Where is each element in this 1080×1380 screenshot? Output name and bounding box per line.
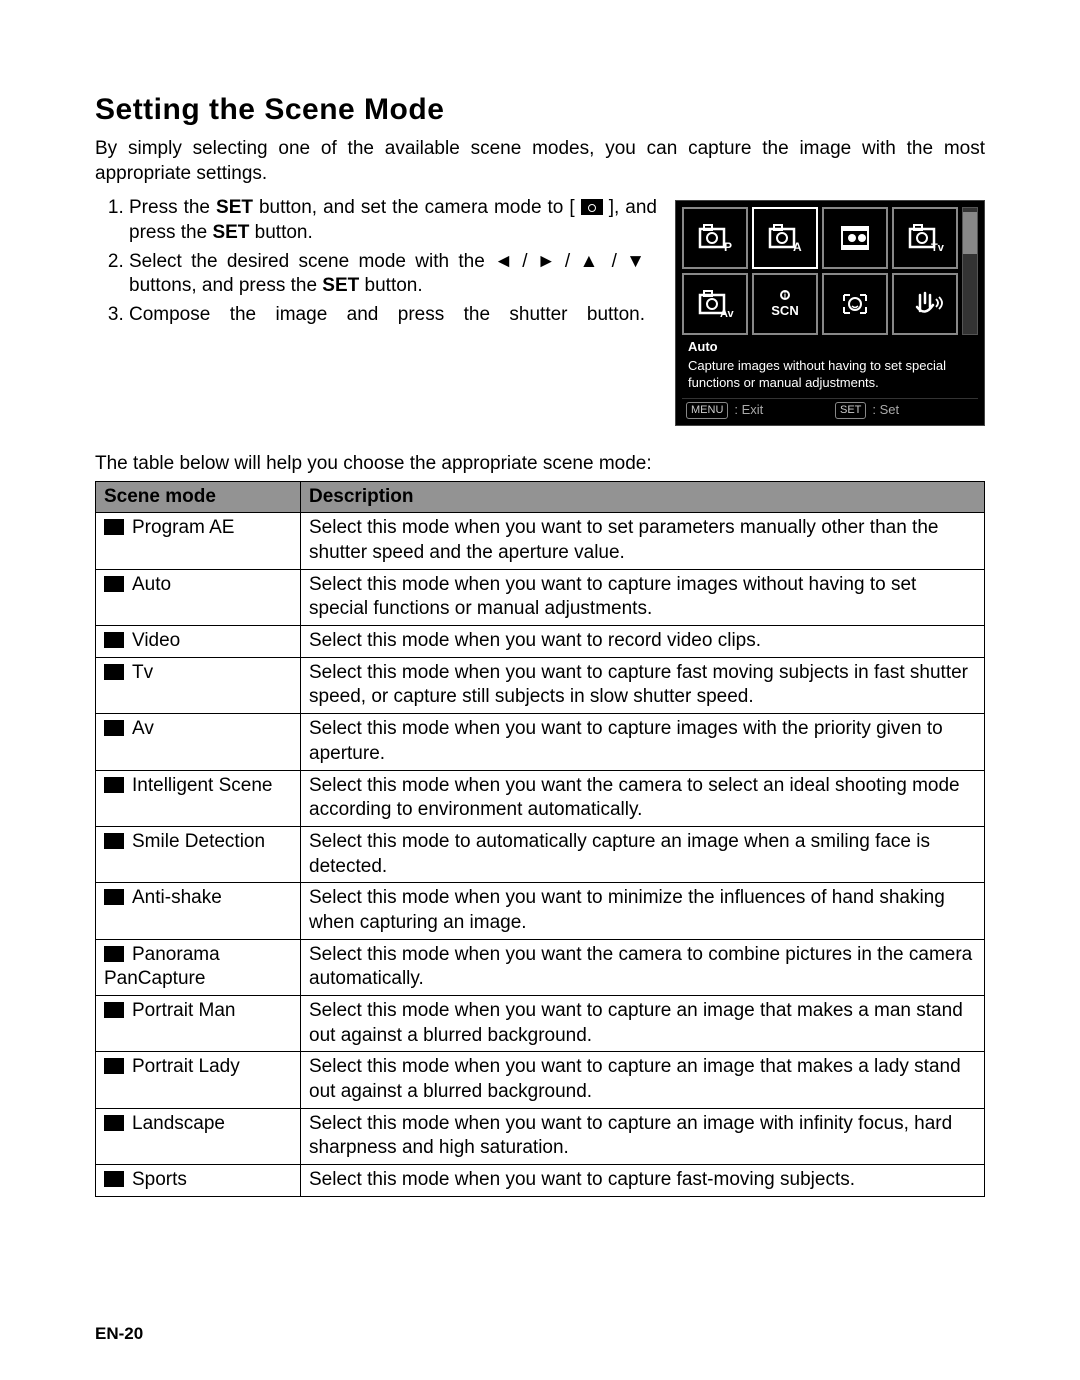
mode-iscene-icon: i SCN	[752, 273, 818, 335]
mode-cell: Intelligent Scene	[96, 770, 301, 826]
mode-name: Tv	[132, 662, 153, 683]
mode-row-icon	[104, 833, 124, 849]
mode-row-icon	[104, 576, 124, 592]
mode-name: Sports	[132, 1169, 187, 1190]
mode-desc: Select this mode when you want to captur…	[301, 569, 985, 625]
mode-cell: Video	[96, 626, 301, 658]
lcd-caption: Auto Capture images without having to se…	[682, 335, 978, 398]
mode-desc: Select this mode when you want to captur…	[301, 1108, 985, 1164]
lcd-scrollbar	[962, 207, 978, 335]
mode-row-icon	[104, 720, 124, 736]
mode-row-icon	[104, 946, 124, 962]
lcd-footer: MENU : Exit SET : Set	[682, 398, 978, 421]
intro-text: By simply selecting one of the available…	[95, 137, 985, 186]
mode-desc: Select this mode when you want to captur…	[301, 996, 985, 1052]
svg-text:i: i	[784, 291, 786, 300]
mode-name: Auto	[132, 574, 171, 595]
mode-name: Intelligent Scene	[132, 775, 273, 796]
mode-name: Video	[132, 630, 180, 651]
mode-row-icon	[104, 889, 124, 905]
mode-name: Av	[132, 718, 154, 739]
mode-desc: Select this mode when you want to captur…	[301, 1052, 985, 1108]
svg-text:P: P	[724, 240, 732, 254]
table-row: Panorama PanCaptureSelect this mode when…	[96, 939, 985, 995]
lcd-mode-grid: P A Tv Av i SCN	[682, 207, 978, 335]
table-row: Landscape Select this mode when you want …	[96, 1108, 985, 1164]
table-row: Smile Detection Select this mode to autom…	[96, 826, 985, 882]
mode-desc: Select this mode when you want to set pa…	[301, 513, 985, 569]
mode-program-icon: P	[682, 207, 748, 269]
mode-row-icon	[104, 1171, 124, 1187]
mode-row-icon	[104, 519, 124, 535]
table-row: Av Select this mode when you want to capt…	[96, 714, 985, 770]
table-row: Portrait Lady Select this mode when you w…	[96, 1052, 985, 1108]
mode-cell: Landscape	[96, 1108, 301, 1164]
mode-cell: Av	[96, 714, 301, 770]
mode-desc: Select this mode when you want to captur…	[301, 1165, 985, 1197]
mode-desc: Select this mode when you want the camer…	[301, 939, 985, 995]
mode-row-icon	[104, 1002, 124, 1018]
page-title: Setting the Scene Mode	[95, 90, 985, 129]
mode-av-icon: Av	[682, 273, 748, 335]
mode-desc: Select this mode when you want to captur…	[301, 657, 985, 713]
mode-row-icon	[104, 632, 124, 648]
table-row: Tv Select this mode when you want to capt…	[96, 657, 985, 713]
mode-desc: Select this mode when you want to record…	[301, 626, 985, 658]
lcd-screenshot: P A Tv Av i SCN	[675, 200, 985, 426]
mode-desc: Select this mode when you want to minimi…	[301, 883, 985, 939]
mode-cell: Anti-shake	[96, 883, 301, 939]
table-row: Auto Select this mode when you want to ca…	[96, 569, 985, 625]
table-row: Portrait Man Select this mode when you wa…	[96, 996, 985, 1052]
mode-cell: Tv	[96, 657, 301, 713]
svg-text:Tv: Tv	[931, 242, 945, 254]
mode-video-icon	[822, 207, 888, 269]
mode-name: Smile Detection	[132, 831, 265, 852]
col-description: Description	[301, 481, 985, 513]
mode-cell: Smile Detection	[96, 826, 301, 882]
mode-cell: Portrait Man	[96, 996, 301, 1052]
mode-row-icon	[104, 664, 124, 680]
lcd-caption-title: Auto	[688, 339, 972, 356]
mode-row-icon	[104, 1058, 124, 1074]
mode-cell: Portrait Lady	[96, 1052, 301, 1108]
mode-cell: Sports	[96, 1165, 301, 1197]
mode-row-icon	[104, 1115, 124, 1131]
mode-antishake-icon	[892, 273, 958, 335]
mode-name: Portrait Man	[132, 1000, 235, 1021]
svg-text:SCN: SCN	[771, 303, 798, 318]
scene-mode-table: Scene mode Description Program AE Select …	[95, 481, 985, 1197]
svg-text:A: A	[793, 240, 802, 254]
menu-exit-label: : Exit	[734, 402, 763, 419]
menu-key-icon: MENU	[686, 402, 728, 418]
steps-section: P A Tv Av i SCN	[95, 196, 985, 434]
mode-name: Program AE	[132, 517, 234, 538]
set-key-icon: SET	[835, 402, 866, 418]
table-intro: The table below will help you choose the…	[95, 452, 985, 477]
table-row: Intelligent Scene Select this mode when y…	[96, 770, 985, 826]
table-row: Video Select this mode when you want to r…	[96, 626, 985, 658]
mode-tv-icon: Tv	[892, 207, 958, 269]
table-row: Sports Select this mode when you want to …	[96, 1165, 985, 1197]
mode-name: Anti-shake	[132, 887, 222, 908]
mode-cell: Program AE	[96, 513, 301, 569]
lcd-caption-desc: Capture images without having to set spe…	[688, 358, 972, 392]
mode-name: Landscape	[132, 1113, 225, 1134]
mode-desc: Select this mode when you want to captur…	[301, 714, 985, 770]
mode-desc: Select this mode when you want the camer…	[301, 770, 985, 826]
table-row: Program AE Select this mode when you want…	[96, 513, 985, 569]
set-label: : Set	[872, 402, 899, 419]
svg-text:Av: Av	[720, 308, 735, 320]
mode-smile-icon	[822, 273, 888, 335]
mode-name: Portrait Lady	[132, 1056, 240, 1077]
table-row: Anti-shake Select this mode when you want…	[96, 883, 985, 939]
col-scene-mode: Scene mode	[96, 481, 301, 513]
mode-desc: Select this mode to automatically captur…	[301, 826, 985, 882]
camera-icon	[581, 199, 603, 215]
mode-row-icon	[104, 777, 124, 793]
page-number: EN-20	[95, 1323, 143, 1345]
mode-cell: Panorama PanCapture	[96, 939, 301, 995]
mode-auto-icon: A	[752, 207, 818, 269]
mode-cell: Auto	[96, 569, 301, 625]
